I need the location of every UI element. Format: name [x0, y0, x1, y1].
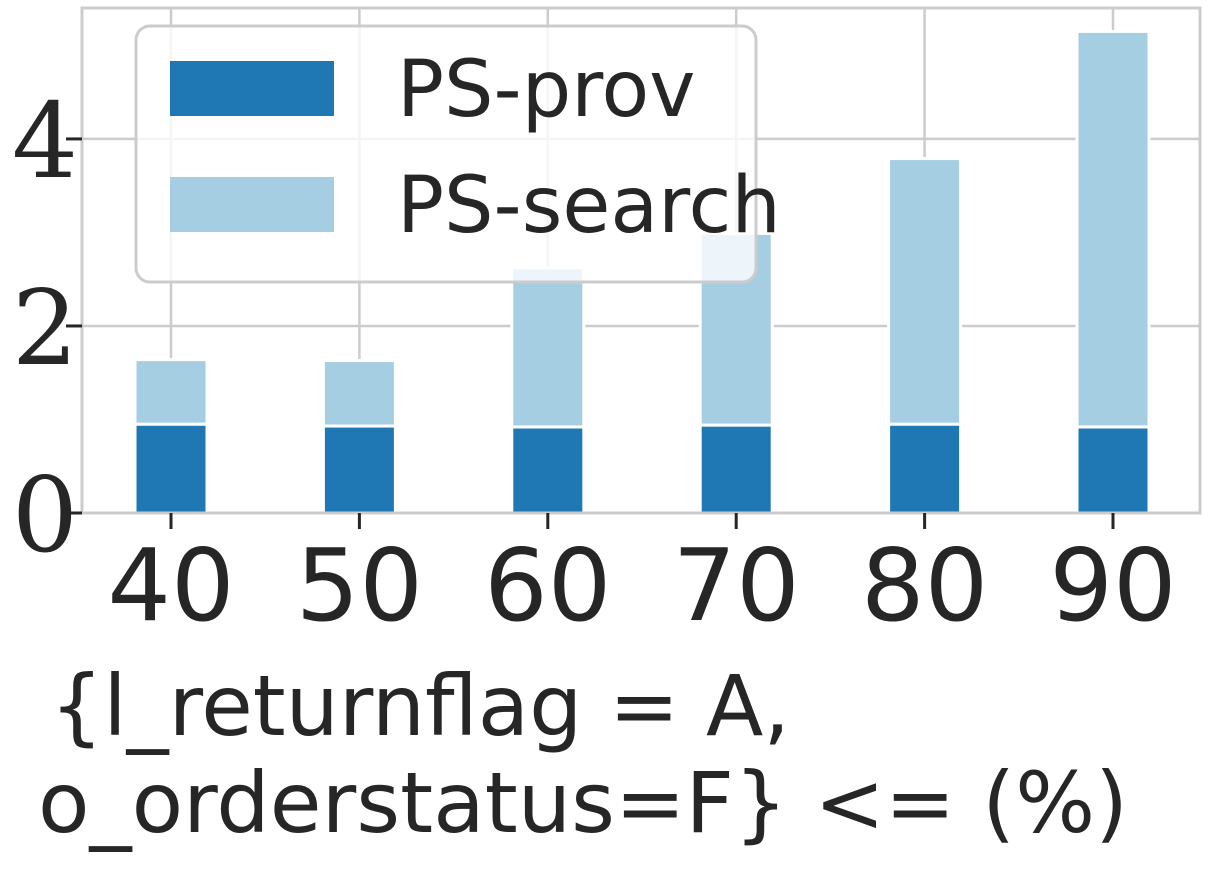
- plot-frame: [80, 6, 1202, 515]
- bar-ps-prov-80: [887, 422, 963, 515]
- bar-ps-prov-40: [133, 422, 209, 515]
- legend-swatch: [170, 177, 334, 232]
- bar-ps-search-50: [321, 359, 397, 428]
- x-tick-label: 40: [107, 527, 234, 644]
- bars: [133, 29, 1151, 515]
- bar-ps-prov-90: [1075, 425, 1151, 515]
- legend-label: PS-prov: [397, 45, 695, 135]
- x-tick-label: 50: [296, 527, 423, 644]
- x-axis-label: {l_returnflag = A,o_orderstatus=F} <= (%…: [38, 657, 1128, 852]
- bar-ps-prov-60: [510, 425, 586, 515]
- y-tick-label: 0: [12, 454, 78, 576]
- bar-ps-search-80: [887, 157, 963, 426]
- y-tick-label: 4: [12, 80, 78, 202]
- x-tick-label: 90: [1049, 527, 1176, 644]
- y-tick-label: 2: [12, 267, 78, 389]
- x-axis-label-line: {l_returnflag = A,: [50, 657, 790, 755]
- legend-swatch: [170, 61, 334, 116]
- legend: PS-prov PS-search: [134, 24, 781, 284]
- bar-ps-prov-50: [321, 424, 397, 515]
- x-tick-label: 60: [484, 527, 611, 644]
- bar-ps-prov-70: [698, 423, 774, 515]
- axis-ticks: 0 2 4 40 50 60 70 80 90: [12, 80, 1177, 644]
- bar-ps-search-60: [510, 266, 586, 429]
- x-tick-label: 80: [861, 527, 988, 644]
- legend-label: PS-search: [397, 161, 781, 251]
- x-tick-label: 70: [673, 527, 800, 644]
- x-axis-label-line: o_orderstatus=F} <= (%): [38, 754, 1128, 852]
- bar-ps-search-90: [1075, 29, 1151, 429]
- bar-ps-search-40: [133, 358, 209, 426]
